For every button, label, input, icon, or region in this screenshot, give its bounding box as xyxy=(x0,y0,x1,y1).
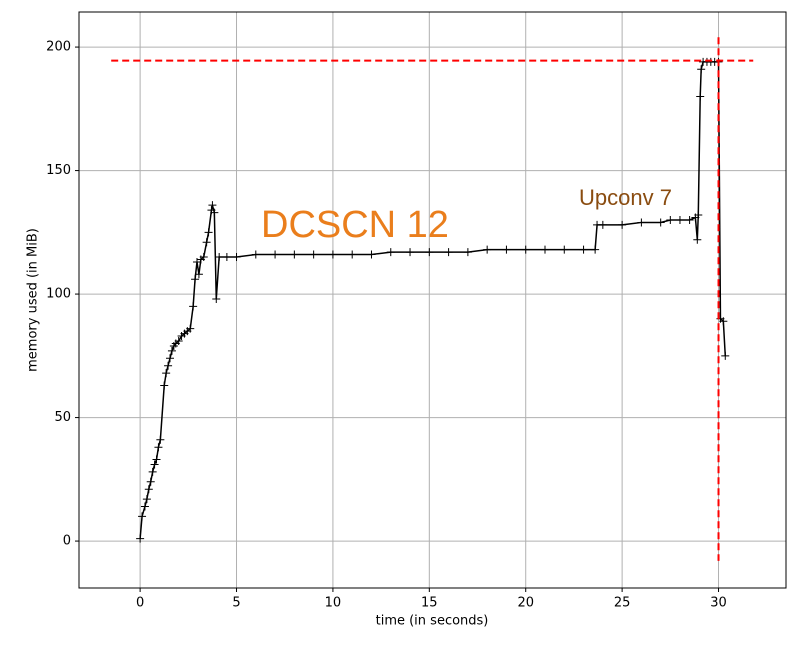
x-tick-label: 10 xyxy=(325,596,342,611)
point-marker xyxy=(212,295,221,304)
point-marker xyxy=(637,218,646,227)
point-marker xyxy=(167,346,176,355)
y-axis-label: memory used (in MiB) xyxy=(26,228,41,372)
point-marker xyxy=(174,337,183,346)
point-marker xyxy=(367,250,376,259)
point-marker xyxy=(208,201,217,210)
point-marker xyxy=(189,302,198,311)
point-marker xyxy=(144,485,153,494)
point-marker xyxy=(444,248,453,257)
point-marker xyxy=(204,228,213,237)
point-marker xyxy=(194,270,203,279)
point-marker xyxy=(463,248,472,257)
x-tick-label: 5 xyxy=(232,596,240,611)
point-marker xyxy=(222,253,231,262)
annotation: Upconv 7 xyxy=(579,185,672,210)
point-marker xyxy=(150,460,159,469)
point-marker xyxy=(164,361,173,370)
x-tick-label: 20 xyxy=(517,596,534,611)
y-tick-label: 150 xyxy=(46,163,71,178)
point-marker xyxy=(693,235,702,244)
point-marker xyxy=(154,443,163,452)
point-marker xyxy=(290,250,299,259)
annotation: DCSCN 12 xyxy=(261,204,449,246)
point-marker xyxy=(210,208,219,217)
point-marker xyxy=(309,250,318,259)
point-marker xyxy=(483,245,492,254)
memory-line xyxy=(139,61,727,539)
point-marker xyxy=(162,369,171,378)
point-marker xyxy=(199,253,208,262)
point-marker xyxy=(591,245,600,254)
point-marker xyxy=(598,220,607,229)
point-marker xyxy=(136,534,145,543)
point-marker xyxy=(406,248,415,257)
x-tick-label: 30 xyxy=(710,596,727,611)
point-marker xyxy=(146,477,155,486)
point-marker xyxy=(425,248,434,257)
point-marker xyxy=(521,245,530,254)
point-marker xyxy=(502,245,511,254)
point-marker xyxy=(160,381,169,390)
x-tick-label: 15 xyxy=(421,596,438,611)
point-marker xyxy=(560,245,569,254)
x-tick-label: 0 xyxy=(136,596,144,611)
point-marker xyxy=(148,467,157,476)
point-marker xyxy=(618,220,627,229)
point-marker xyxy=(166,354,175,363)
point-marker xyxy=(719,317,728,326)
point-marker xyxy=(232,253,241,262)
point-marker xyxy=(142,495,151,504)
point-marker xyxy=(386,248,395,257)
point-marker xyxy=(697,65,706,74)
y-tick-label: 100 xyxy=(46,287,71,302)
point-marker xyxy=(215,253,224,262)
point-marker xyxy=(191,275,200,284)
point-marker xyxy=(348,250,357,259)
point-marker xyxy=(696,92,705,101)
point-marker xyxy=(540,245,549,254)
point-marker xyxy=(685,215,694,224)
point-marker xyxy=(579,245,588,254)
point-marker xyxy=(156,435,165,444)
x-tick-label: 25 xyxy=(614,596,631,611)
point-marker xyxy=(675,215,684,224)
point-marker xyxy=(186,324,195,333)
y-tick-label: 50 xyxy=(54,410,71,425)
point-marker xyxy=(694,211,703,220)
point-marker xyxy=(656,218,665,227)
point-marker xyxy=(140,502,149,511)
y-tick-label: 0 xyxy=(63,534,71,549)
y-tick-label: 200 xyxy=(46,40,71,55)
point-marker xyxy=(328,250,337,259)
plot-frame xyxy=(78,11,787,589)
point-marker xyxy=(721,351,730,360)
point-marker xyxy=(202,238,211,247)
point-marker xyxy=(666,215,675,224)
point-marker xyxy=(152,455,161,464)
x-axis-label: time (in seconds) xyxy=(376,614,489,629)
point-marker xyxy=(251,250,260,259)
point-marker xyxy=(138,512,147,521)
point-marker xyxy=(271,250,280,259)
